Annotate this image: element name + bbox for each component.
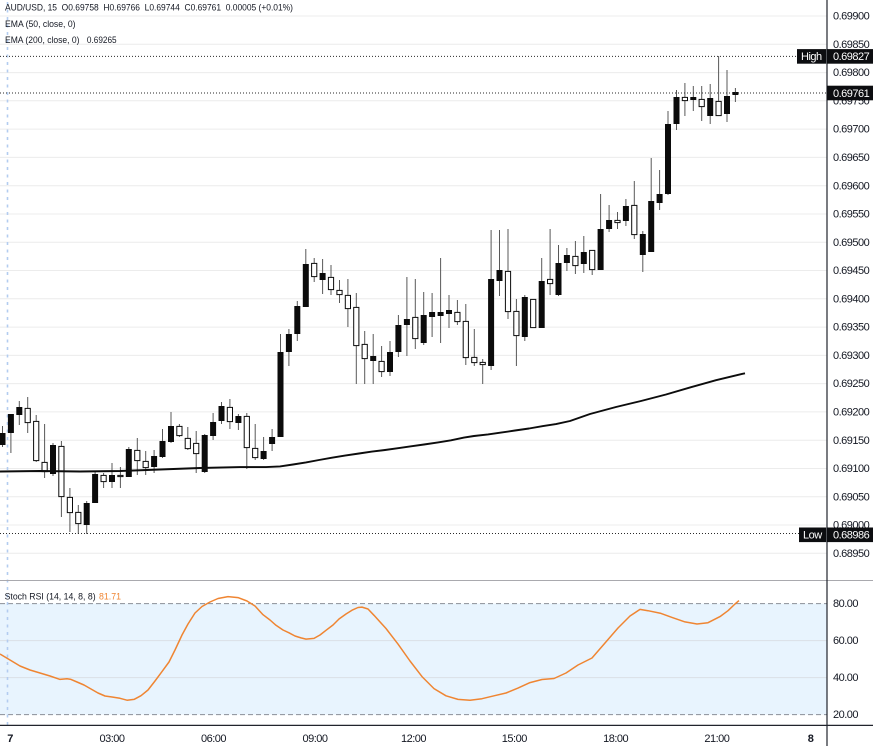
svg-text:8: 8: [808, 733, 814, 745]
svg-text:0.69500: 0.69500: [833, 237, 870, 249]
svg-text:0.69250: 0.69250: [833, 378, 870, 390]
svg-text:7: 7: [7, 733, 13, 745]
svg-text:Stoch RSI (14, 14, 8, 8): Stoch RSI (14, 14, 8, 8): [5, 591, 96, 602]
svg-text:0.68986: 0.68986: [833, 530, 870, 542]
svg-text:0.69400: 0.69400: [833, 293, 870, 305]
svg-text:21:00: 21:00: [704, 733, 729, 745]
svg-text:0.69900: 0.69900: [833, 11, 870, 23]
svg-text:0.69350: 0.69350: [833, 322, 870, 334]
svg-text:0.69550: 0.69550: [833, 209, 870, 221]
svg-text:0.69150: 0.69150: [833, 435, 870, 447]
svg-text:60.00: 60.00: [833, 635, 858, 647]
svg-text:0.69800: 0.69800: [833, 67, 870, 79]
svg-text:0.69050: 0.69050: [833, 491, 870, 503]
svg-text:Low: Low: [803, 530, 822, 542]
svg-text:09:00: 09:00: [302, 733, 327, 745]
svg-text:03:00: 03:00: [99, 733, 124, 745]
svg-text:0.69827: 0.69827: [833, 51, 870, 63]
svg-text:81.71: 81.71: [99, 591, 121, 602]
svg-text:0.69300: 0.69300: [833, 350, 870, 362]
svg-text:AUD/USD, 15 O0.69758 H0.6976: AUD/USD, 15 O0.69758 H0.69766 L0.69744 C…: [5, 1, 293, 12]
svg-text:18:00: 18:00: [603, 733, 628, 745]
svg-text:0.69200: 0.69200: [833, 407, 870, 419]
svg-text:0.69700: 0.69700: [833, 124, 870, 136]
svg-text:40.00: 40.00: [833, 672, 858, 684]
svg-text:80.00: 80.00: [833, 598, 858, 610]
svg-text:0.69650: 0.69650: [833, 152, 870, 164]
svg-text:06:00: 06:00: [201, 733, 226, 745]
svg-text:0.69265: 0.69265: [87, 34, 117, 45]
svg-text:0.69100: 0.69100: [833, 463, 870, 475]
svg-text:0.69850: 0.69850: [833, 39, 870, 51]
svg-text:EMA (200, close, 0): EMA (200, close, 0): [5, 34, 80, 45]
svg-text:0.68950: 0.68950: [833, 548, 870, 560]
svg-text:0.69600: 0.69600: [833, 180, 870, 192]
svg-text:20.00: 20.00: [833, 709, 858, 721]
svg-text:High: High: [801, 51, 822, 63]
svg-text:12:00: 12:00: [401, 733, 426, 745]
svg-text:15:00: 15:00: [502, 733, 527, 745]
svg-text:0.69450: 0.69450: [833, 265, 870, 277]
svg-text:0.69761: 0.69761: [833, 88, 870, 100]
svg-text:EMA (50, close, 0): EMA (50, close, 0): [5, 18, 76, 29]
